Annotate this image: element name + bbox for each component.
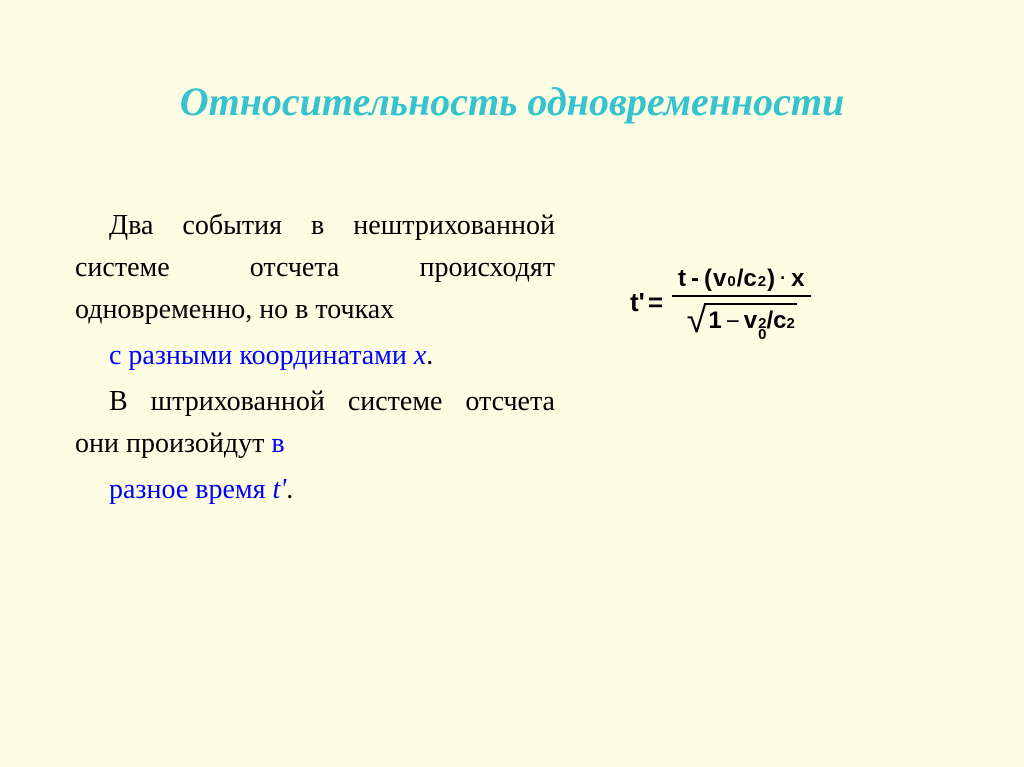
p1-text: Два события в нештрихованной системе отс… [75,210,555,325]
den-v-sub: 0 [758,329,766,340]
radical-sign: √ [687,305,707,343]
num-rparen: ) [767,265,776,293]
paragraph-2: В штрихованной системе отсчета они произ… [75,381,555,465]
equals-sign: = [645,287,666,318]
den-v: v [744,307,757,335]
denominator: √ 1 − v 2 0 / c 2 [681,297,803,341]
num-slash1: / [737,265,744,293]
num-lparen: ( [704,265,713,293]
paragraph-1: Два события в нештрихованной системе отс… [75,205,555,331]
fraction: t - ( v 0 / c 2 ) · x √ [672,265,811,341]
content-row: Два события в нештрихованной системе отс… [0,125,1024,511]
numerator: t - ( v 0 / c 2 ) · x [672,265,811,297]
slide: Относительность одновременности Два собы… [0,0,1024,767]
den-one: 1 [708,307,721,335]
slide-title: Относительность одновременности [0,0,1024,125]
den-minus: − [722,308,744,336]
sqrt: √ 1 − v 2 0 / c 2 [687,303,797,341]
num-dot: · [776,268,791,289]
num-c1: c [743,265,757,293]
formula-area: t' = t - ( v 0 / c 2 ) · x [575,205,1024,511]
p2-text: В штрихованной системе отсчета они произ… [75,386,555,459]
p2-variable-t: t' [273,474,287,505]
den-slash: / [766,307,773,335]
p2-after: . [286,474,293,505]
radicand: 1 − v 2 0 / c 2 [704,303,796,341]
num-v: v [713,265,727,293]
p1-variable-x: x [414,340,426,371]
num-x: x [791,265,805,293]
paragraph-2-cont: разное время t'. [75,469,555,511]
formula-lhs: t' [630,287,645,318]
p1-highlight: с разными координатами [109,340,414,371]
p2-highlight-a: в [271,428,284,459]
den-c: c [773,307,786,335]
p1-after: . [426,340,433,371]
p2-highlight-b: разное время [109,474,273,505]
formula: t' = t - ( v 0 / c 2 ) · x [630,265,811,341]
paragraph-1-cont: с разными координатами x. [75,335,555,377]
body-text: Два события в нештрихованной системе отс… [0,205,575,511]
num-t: t [678,265,687,293]
num-minus: - [687,265,704,293]
den-v-supsub: 2 0 [758,318,766,341]
